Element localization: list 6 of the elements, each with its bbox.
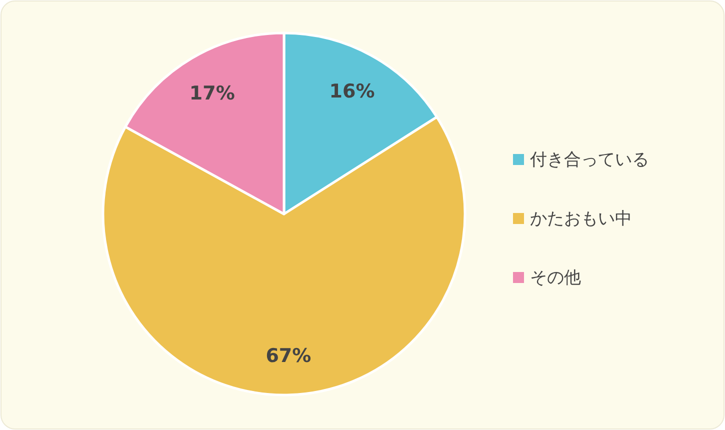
- data-label: 17%: [189, 82, 235, 104]
- legend-label: かたおもい中: [530, 209, 632, 229]
- data-label: 16%: [329, 80, 375, 102]
- legend-label: その他: [530, 268, 581, 288]
- legend-label: 付き合っている: [529, 150, 649, 170]
- data-label: 67%: [266, 345, 312, 368]
